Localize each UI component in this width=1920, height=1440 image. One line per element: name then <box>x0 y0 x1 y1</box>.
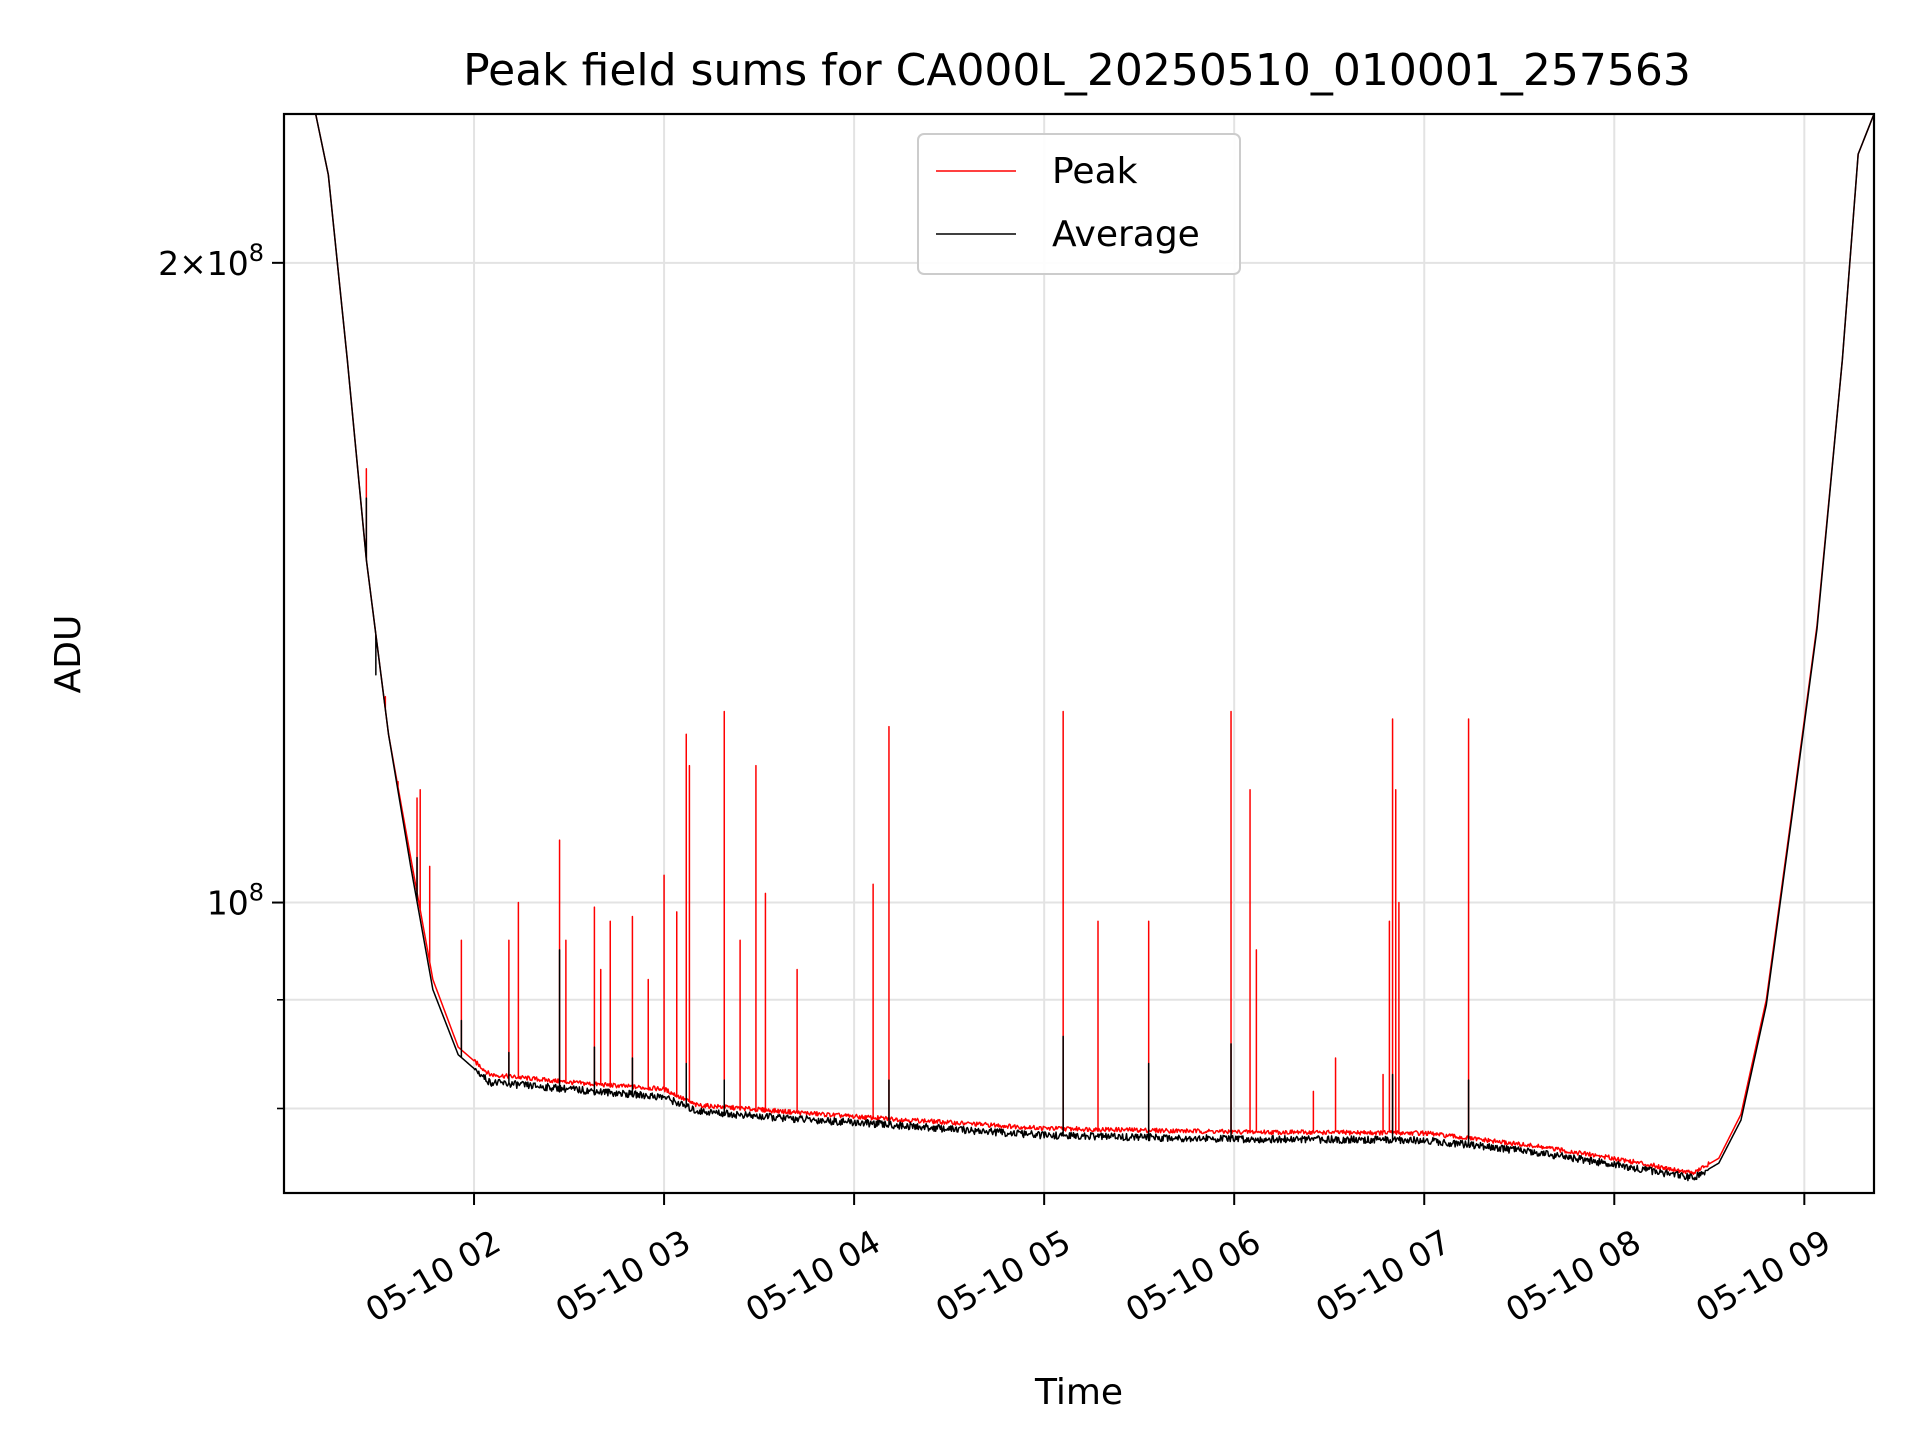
x-tick-label: 05-10 04 <box>739 1222 887 1330</box>
grid <box>284 114 1874 1193</box>
legend-label-peak: Peak <box>1052 151 1138 192</box>
x-tick-label: 05-10 03 <box>549 1222 697 1330</box>
x-axis-label: Time <box>1034 1372 1123 1413</box>
x-tick-label: 05-10 06 <box>1119 1222 1267 1330</box>
x-tick-label: 05-10 02 <box>359 1222 507 1330</box>
series-layer <box>284 114 1874 1182</box>
series-line-average <box>284 114 1874 1182</box>
x-tick-label: 05-10 05 <box>929 1222 1077 1330</box>
series-line-peak <box>284 114 1874 1176</box>
y-axis-label: ADU <box>48 615 89 694</box>
legend-box <box>917 133 1241 275</box>
legend: Peak Average <box>917 133 1241 275</box>
x-tick-label: 05-10 08 <box>1499 1222 1647 1330</box>
chart-title: Peak field sums for CA000L_20250510_0100… <box>463 45 1691 96</box>
y-axis: 108 2×108 <box>158 239 284 1110</box>
x-tick-label: 05-10 07 <box>1309 1222 1457 1330</box>
plot-frame <box>282 112 1876 1195</box>
y-tick-label: 108 <box>207 879 264 923</box>
y-tick-label: 2×108 <box>158 239 264 283</box>
legend-label-average: Average <box>1052 214 1200 255</box>
x-axis: 05-10 02 05-10 03 05-10 04 05-10 05 05-10 06… <box>359 1193 1837 1330</box>
x-tick-label: 05-10 09 <box>1689 1222 1837 1330</box>
plot-area <box>284 114 1874 1182</box>
